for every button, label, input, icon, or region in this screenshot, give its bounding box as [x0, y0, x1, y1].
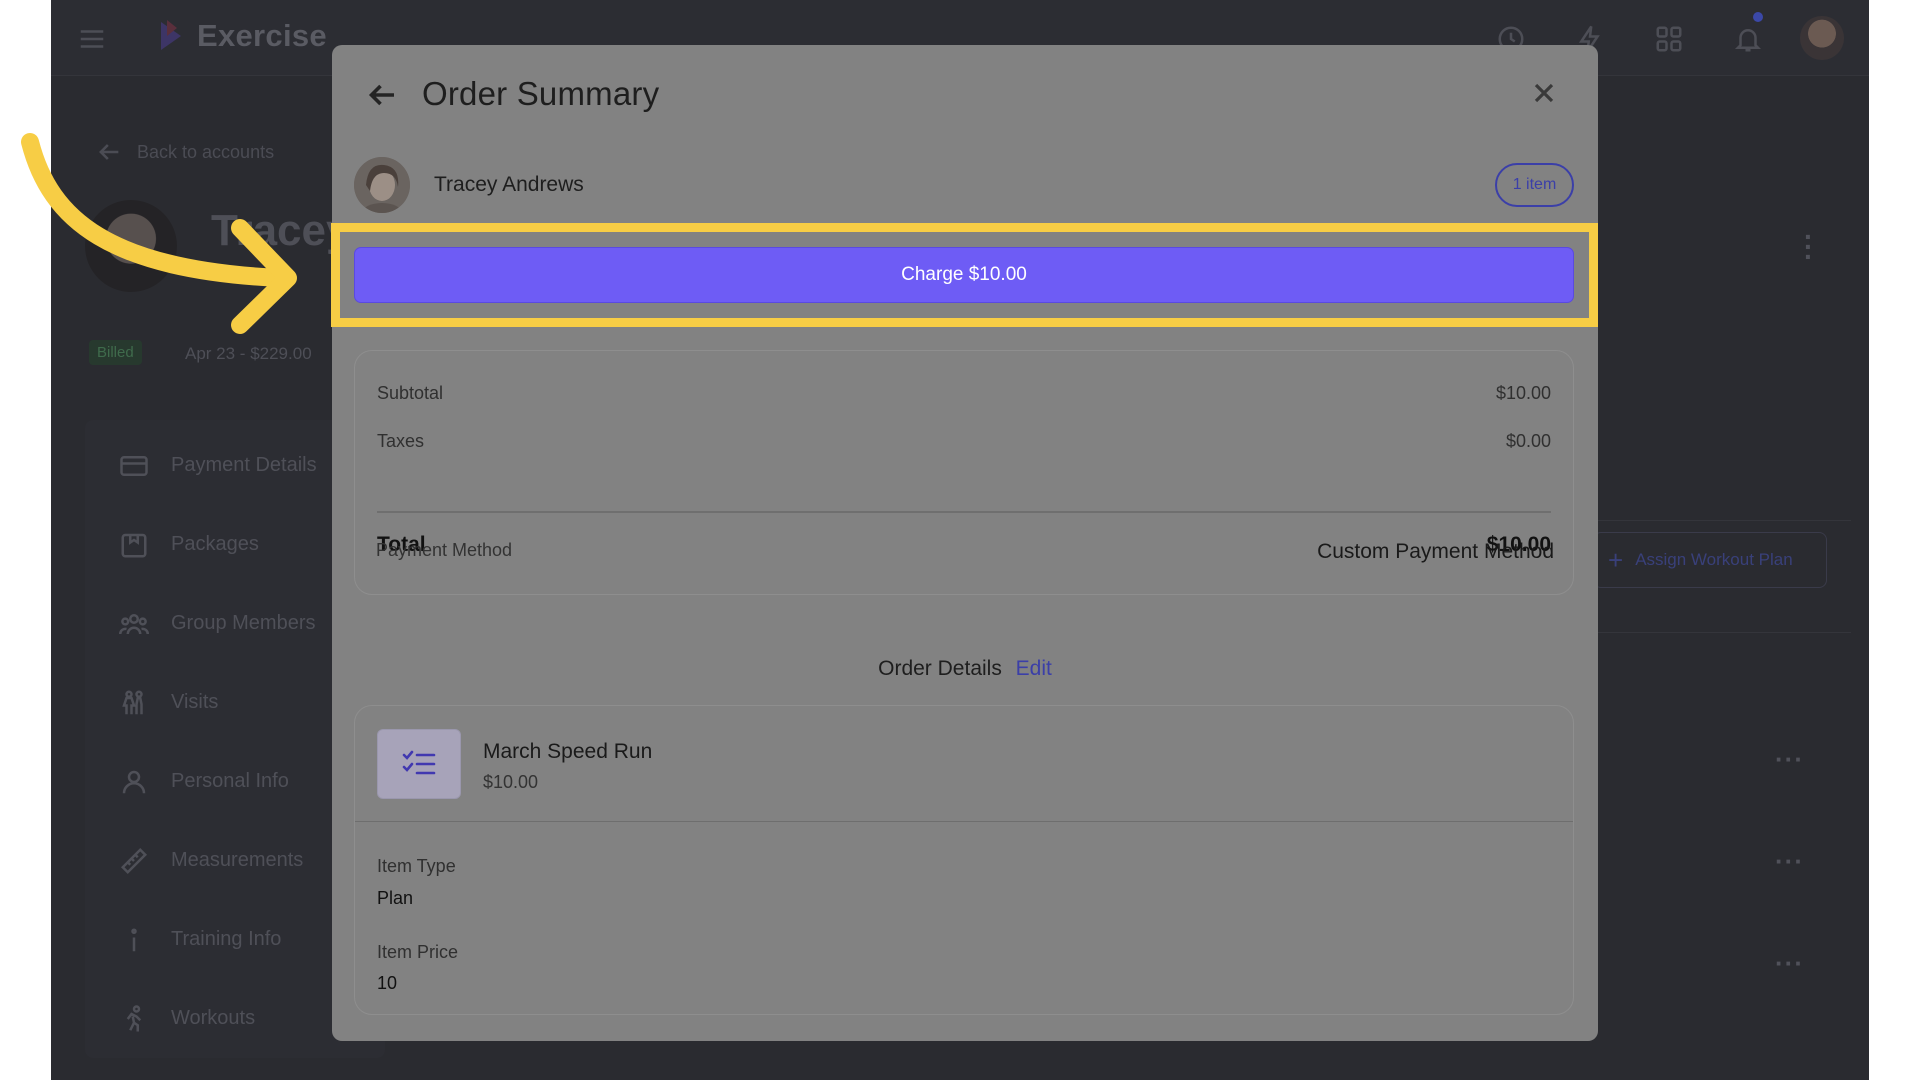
edit-order-link[interactable]: Edit: [1015, 657, 1052, 680]
side-item-training-info[interactable]: Training Info: [85, 900, 385, 979]
more-options-icon[interactable]: ···: [1775, 846, 1804, 876]
side-item-label: Visits: [171, 691, 219, 713]
close-icon[interactable]: [1528, 77, 1564, 113]
back-to-accounts-link[interactable]: Back to accounts: [95, 138, 274, 166]
item-price-display: $10.00: [483, 772, 539, 792]
package-icon: [121, 533, 147, 557]
billed-badge: Billed: [89, 340, 142, 365]
apps-grid-icon[interactable]: [1652, 22, 1686, 56]
side-item-group-members[interactable]: Group Members: [85, 584, 385, 663]
taxes-value: $0.00: [1505, 431, 1551, 451]
order-details-header: Order Details Edit: [332, 657, 1598, 681]
assign-workout-plan-button[interactable]: + Assign Workout Plan: [1593, 532, 1827, 588]
notification-dot: [1753, 12, 1763, 22]
total-label: Total: [377, 533, 426, 556]
items-count-pill[interactable]: 1 item: [1495, 163, 1574, 207]
customer-avatar: [354, 157, 410, 213]
brand-name: Exercise: [197, 18, 327, 53]
group-icon: [119, 613, 149, 634]
side-item-label: Training Info: [171, 928, 282, 950]
order-summary-modal: Order Summary Tracey Andrews 1 item Char…: [332, 45, 1598, 1041]
side-item-personal-info[interactable]: Personal Info: [85, 742, 385, 821]
item-divider: [355, 821, 1573, 822]
billed-summary: Apr 23 - $229.00: [185, 344, 312, 363]
visits-icon: [122, 690, 143, 714]
subtotal-row: Subtotal $10.00: [377, 383, 1551, 404]
side-item-packages[interactable]: Packages: [85, 505, 385, 584]
side-item-label: Workouts: [171, 1007, 256, 1029]
side-item-label: Measurements: [171, 849, 304, 871]
item-name: March Speed Run: [483, 740, 653, 763]
side-item-visits[interactable]: Visits: [85, 663, 385, 742]
total-row: Total $10.00: [377, 533, 1551, 557]
side-item-label: Payment Details: [171, 454, 317, 476]
payment-method-label: Payment Method: [376, 540, 513, 560]
payment-method-value: Custom Payment Method: [1317, 540, 1554, 563]
customer-name: Tracey Andrews: [434, 173, 584, 196]
charge-button[interactable]: Charge $10.00: [354, 247, 1574, 303]
side-item-label: Personal Info: [171, 770, 289, 792]
side-item-measurements[interactable]: Measurements: [85, 821, 385, 900]
hamburger-menu-icon[interactable]: [75, 22, 109, 56]
user-avatar[interactable]: [1800, 16, 1844, 60]
more-options-icon[interactable]: ···: [1775, 948, 1804, 978]
profile-avatar: [85, 200, 177, 292]
subtotal-label: Subtotal: [377, 383, 444, 403]
item-price-value: 10: [377, 973, 398, 993]
running-icon: [126, 1004, 142, 1031]
brand-logo-icon: [161, 20, 181, 50]
payment-method-row: Payment Method Custom Payment Method: [376, 540, 1554, 564]
total-value: $10.00: [1486, 533, 1551, 556]
assign-workout-plan-label: Assign Workout Plan: [1635, 550, 1793, 569]
brand-logo[interactable]: Exercise: [155, 18, 327, 54]
ruler-icon: [120, 847, 148, 874]
bell-icon[interactable]: [1731, 22, 1765, 56]
side-item-label: Packages: [171, 533, 259, 555]
more-options-icon[interactable]: ···: [1804, 221, 1814, 272]
person-icon: [122, 770, 146, 793]
profile-name: Tracey: [211, 206, 351, 255]
back-arrow-icon[interactable]: [364, 77, 400, 113]
summary-card: Subtotal $10.00 Taxes $0.00 Total $10.00: [354, 350, 1574, 595]
side-item-workouts[interactable]: Workouts: [85, 979, 385, 1058]
taxes-label: Taxes: [377, 431, 425, 451]
side-item-label: Group Members: [171, 612, 316, 634]
plan-list-icon: [377, 729, 461, 799]
divider: [1571, 632, 1851, 633]
item-price-label: Item Price: [377, 942, 459, 962]
order-item-card: March Speed Run $10.00 Item Type Plan It…: [354, 705, 1574, 1015]
order-details-heading: Order Details: [878, 657, 1002, 680]
subtotal-value: $10.00: [1495, 383, 1551, 403]
credit-card-icon: [120, 455, 148, 476]
taxes-row: Taxes $0.00: [377, 431, 1551, 452]
modal-title: Order Summary: [422, 75, 660, 112]
divider: [1571, 520, 1851, 521]
more-options-icon[interactable]: ···: [1775, 744, 1804, 774]
plus-icon: +: [1608, 544, 1624, 575]
summary-divider: [377, 511, 1551, 513]
item-type-value: Plan: [377, 888, 414, 908]
back-to-accounts-label: Back to accounts: [137, 141, 275, 162]
info-icon: [131, 927, 137, 951]
arrow-left-icon: [99, 144, 119, 160]
item-type-label: Item Type: [377, 856, 456, 876]
side-item-payment-details[interactable]: Payment Details: [85, 426, 385, 505]
